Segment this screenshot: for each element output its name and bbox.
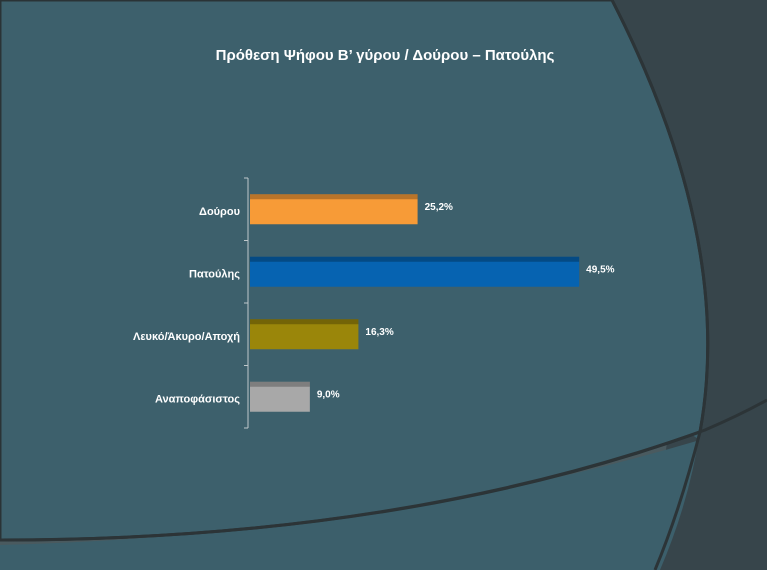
bar [250, 194, 418, 225]
bar-top-shade [250, 381, 310, 387]
bar-top-shade [250, 194, 418, 200]
y-tick-label: Δούρου [199, 206, 240, 218]
bar [250, 319, 359, 350]
bar [250, 381, 310, 412]
value-label: 9,0% [317, 389, 340, 400]
y-tick-label: Πατούλης [189, 269, 240, 281]
value-label: 25,2% [425, 202, 453, 213]
backdrop-curve [0, 398, 767, 542]
value-label: 49,5% [586, 264, 614, 275]
backdrop-curve [610, 0, 710, 570]
y-tick-label: Αναποφάσιστος [155, 394, 240, 406]
value-label: 16,3% [365, 327, 393, 338]
bar [250, 256, 580, 287]
bar-top-shade [250, 256, 580, 262]
bar-top-shade [250, 319, 359, 325]
y-tick-label: Λευκό/Άκυρο/Αποχή [133, 331, 240, 343]
chart-title: Πρόθεση Ψήφου Β’ γύρου / Δούρου – Πατούλ… [216, 47, 555, 64]
